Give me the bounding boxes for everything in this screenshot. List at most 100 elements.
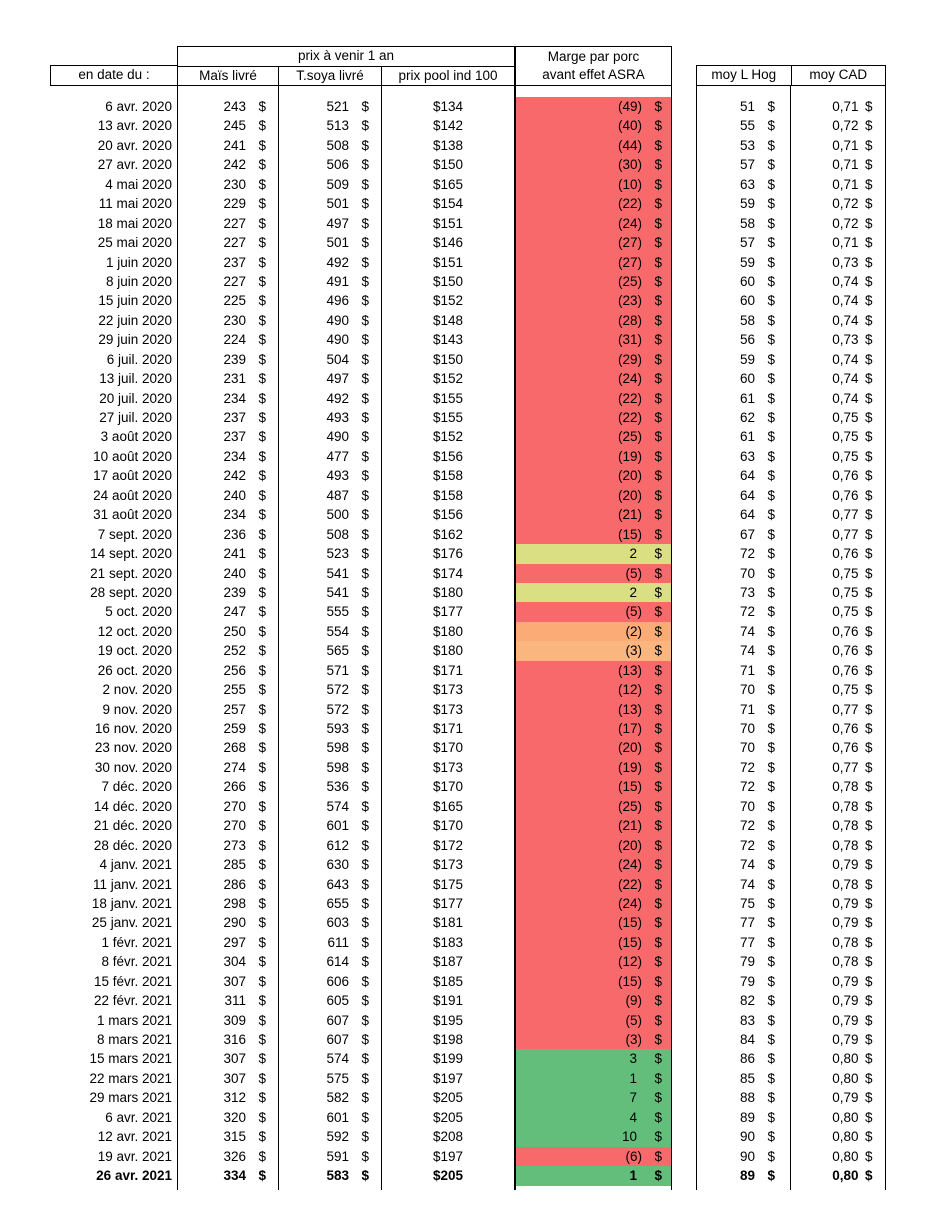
marge-cell: (15) $: [515, 932, 672, 953]
marge-cell-value: (25): [617, 429, 642, 445]
currency-symbol: $: [767, 740, 775, 756]
cad-cell-value: 0,75: [832, 682, 859, 698]
pool-cell: $208: [382, 1127, 515, 1147]
pool-cell: $176: [382, 544, 515, 564]
currency-symbol: $: [361, 99, 369, 114]
currency-symbol: $: [864, 662, 873, 678]
soya-cell: 598 $: [279, 738, 382, 758]
header-prix-title: prix à venir 1 an: [178, 47, 514, 67]
currency-symbol: $: [361, 390, 369, 406]
currency-symbol: $: [864, 915, 873, 931]
currency-symbol: $: [654, 371, 662, 387]
marge-cell: (28) $: [515, 310, 672, 331]
hog-cell: 71 $: [696, 660, 791, 681]
marge-cell: (5) $: [515, 602, 672, 622]
mais-cell-value: 234: [223, 390, 246, 406]
column-gap: [672, 680, 696, 699]
table-row: 9 nov. 2020 257 $572 $ $173 (13) $71 $0,77 $: [50, 699, 886, 719]
currency-symbol: $: [258, 273, 266, 289]
cad-cell: 0,79 $: [791, 1088, 886, 1108]
table-row: 30 nov. 2020 274 $598 $ $173 (19) $72 $0,77 $: [50, 757, 886, 778]
pool-cell: $151: [382, 252, 515, 272]
hog-cell: 60 $: [696, 271, 791, 292]
table-row: 7 déc. 2020 266 $536 $ $170 (15) $72 $0,78 $: [50, 777, 886, 797]
table-row: 19 oct. 2020 252 $565 $ $180 (3) $74 $0,76 $: [50, 641, 886, 661]
mais-cell-value: 257: [223, 701, 246, 717]
table-row: 21 déc. 2020 270 $601 $ $170 (21) $72 $0,78 $: [50, 816, 886, 836]
soya-cell-value: 603: [326, 915, 349, 931]
mais-cell: 242 $: [178, 466, 279, 486]
mais-cell-value: 237: [223, 429, 246, 445]
currency-symbol: $: [258, 818, 266, 834]
cad-cell-value: 0,80: [832, 1070, 859, 1086]
mais-cell-value: 227: [223, 215, 246, 231]
currency-symbol: $: [767, 312, 775, 328]
currency-symbol: $: [654, 604, 662, 620]
soya-cell: 492 $: [279, 388, 382, 408]
hog-cell-value: 74: [739, 876, 755, 892]
date-cell: 11 janv. 2021: [50, 874, 178, 894]
mais-cell-value: 256: [223, 662, 246, 678]
currency-symbol: $: [864, 429, 873, 445]
currency-symbol: $: [767, 293, 775, 309]
pool-cell: $150: [382, 155, 515, 175]
header-moy-group: moy L Hog moy CAD: [696, 65, 886, 86]
pool-cell: $142: [382, 116, 515, 136]
cad-cell-value: 0,80: [832, 1109, 859, 1125]
currency-symbol: $: [864, 623, 873, 639]
soya-cell-value: 583: [326, 1168, 349, 1184]
column-gap: [672, 991, 696, 1010]
mais-cell-value: 227: [223, 235, 246, 251]
hog-cell: 73 $: [696, 582, 791, 603]
currency-symbol: $: [258, 1012, 266, 1028]
table-row: 21 sept. 2020 240 $541 $ $174 (5) $70 $0,75 $: [50, 563, 886, 583]
soya-cell: 496 $: [279, 291, 382, 311]
marge-cell-value: (2): [625, 623, 643, 639]
soya-cell-value: 521: [326, 99, 349, 114]
table-row: 25 janv. 2021 290 $603 $ $181 (15) $77 $0,79 $: [50, 913, 886, 933]
table-row: 25 mai 2020 227 $501 $ $146 (27) $57 $0,71 $: [50, 233, 886, 253]
currency-symbol: $: [654, 215, 662, 231]
soya-cell-value: 541: [326, 584, 349, 600]
hog-cell-value: 72: [739, 604, 755, 620]
currency-symbol: $: [361, 837, 369, 853]
mais-cell: 250 $: [178, 621, 279, 642]
pool-cell: $173: [382, 680, 515, 700]
currency-symbol: $: [654, 137, 662, 153]
currency-symbol: $: [258, 196, 266, 212]
table-footer-row: [50, 1185, 886, 1190]
hog-cell-value: 71: [739, 662, 755, 678]
hog-cell: 74 $: [696, 855, 791, 875]
mais-cell-value: 307: [223, 1070, 246, 1086]
column-gap: [672, 389, 696, 408]
marge-cell: 1 $: [515, 1068, 672, 1089]
hog-cell: 60 $: [696, 369, 791, 389]
date-cell: 15 févr. 2021: [50, 971, 178, 992]
currency-symbol: $: [361, 293, 369, 309]
cad-cell: 0,75 $: [791, 680, 886, 700]
currency-symbol: $: [361, 215, 369, 231]
currency-symbol: $: [361, 254, 369, 270]
hog-cell: 58 $: [696, 310, 791, 331]
date-cell: [50, 86, 178, 97]
soya-cell-value: 612: [326, 837, 349, 853]
pool-cell: $173: [382, 757, 515, 778]
mais-cell-value: 227: [223, 273, 246, 289]
table-row: 18 mai 2020 227 $497 $ $151 (24) $58 $0,72 $: [50, 213, 886, 234]
currency-symbol: $: [767, 701, 775, 717]
currency-symbol: $: [258, 721, 266, 736]
cad-cell-value: 0,79: [832, 915, 859, 931]
currency-symbol: $: [654, 332, 662, 348]
hog-cell-value: 74: [739, 857, 755, 873]
currency-symbol: $: [864, 99, 873, 114]
date-cell: 2 nov. 2020: [50, 680, 178, 700]
mais-cell: 229 $: [178, 194, 279, 214]
currency-symbol: $: [361, 235, 369, 251]
mais-cell-value: 240: [223, 487, 246, 503]
cad-cell: 0,76 $: [791, 466, 886, 486]
marge-cell: (40) $: [515, 116, 672, 136]
column-gap: [672, 661, 696, 680]
currency-symbol: $: [864, 584, 873, 600]
cad-cell: 0,78 $: [791, 796, 886, 817]
currency-symbol: $: [654, 448, 662, 464]
